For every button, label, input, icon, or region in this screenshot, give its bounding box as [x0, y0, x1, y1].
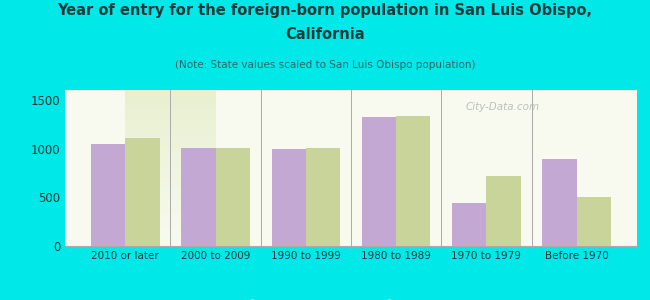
Legend: San Luis Obispo, California: San Luis Obispo, California — [236, 296, 466, 300]
Bar — [91, 144, 125, 246]
Bar — [272, 148, 306, 246]
Bar — [577, 197, 611, 246]
Text: Year of entry for the foreign-born population in San Luis Obispo,: Year of entry for the foreign-born popul… — [57, 3, 593, 18]
Bar — [486, 176, 521, 246]
Bar — [396, 116, 430, 246]
Bar — [306, 148, 340, 246]
Bar — [452, 202, 486, 246]
Bar — [181, 148, 216, 246]
Text: City-Data.com: City-Data.com — [465, 103, 540, 112]
Text: California: California — [285, 27, 365, 42]
Bar — [125, 138, 160, 246]
Bar — [362, 117, 396, 246]
Bar — [542, 159, 577, 246]
Bar — [216, 148, 250, 246]
Text: (Note: State values scaled to San Luis Obispo population): (Note: State values scaled to San Luis O… — [175, 60, 475, 70]
